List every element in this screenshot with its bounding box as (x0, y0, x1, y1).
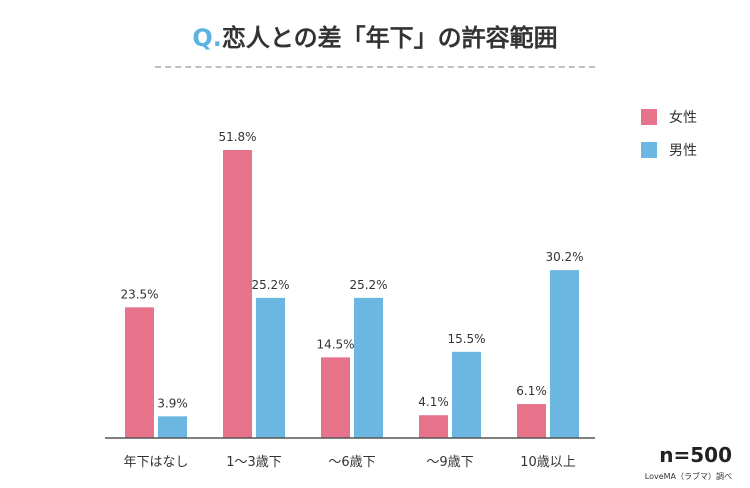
source-note: LoveMA（ラブマ）調べ (644, 472, 732, 481)
bar-female-4 (517, 404, 546, 438)
legend-label-male: 男性 (669, 143, 697, 159)
chart-title: Q.恋人との差「年下」の許容範囲 (0, 18, 750, 53)
x-tick-label-1: 1〜3歳下 (226, 455, 282, 470)
data-label-female-4: 6.1% (516, 384, 547, 398)
legend-swatch-male (641, 142, 657, 158)
bar-male-4 (550, 270, 579, 438)
data-label-female-2: 14.5% (316, 337, 354, 351)
data-label-male-0: 3.9% (157, 396, 188, 410)
x-tick-label-3: 〜9歳下 (426, 455, 473, 470)
bar-female-1 (223, 150, 252, 438)
bar-male-1 (256, 297, 285, 438)
bar-male-2 (354, 297, 383, 438)
legend-item-male: 男性 (641, 140, 697, 160)
legend-item-female: 女性 (641, 107, 697, 127)
bar-female-0 (125, 307, 154, 438)
x-tick-label-0: 年下はなし (123, 455, 188, 470)
legend-swatch-female (641, 109, 657, 125)
title-text: 恋人との差「年下」の許容範囲 (221, 24, 558, 52)
bar-male-0 (158, 416, 187, 438)
title-prefix: Q. (192, 24, 222, 52)
data-label-female-3: 4.1% (418, 395, 449, 409)
bar-female-3 (419, 415, 448, 438)
x-tick-label-2: 〜6歳下 (328, 455, 375, 470)
data-label-female-1: 51.8% (218, 130, 256, 144)
sample-size: n=500 (659, 443, 732, 467)
data-label-female-0: 23.5% (120, 287, 158, 301)
data-label-male-2: 25.2% (349, 278, 387, 292)
bar-male-3 (452, 351, 481, 438)
legend-label-female: 女性 (669, 110, 697, 126)
data-label-male-4: 30.2% (545, 250, 583, 264)
x-tick-label-4: 10歳以上 (520, 455, 576, 470)
data-label-male-3: 15.5% (447, 332, 485, 346)
bar-female-2 (321, 357, 350, 438)
title-divider (155, 66, 595, 68)
data-label-male-1: 25.2% (251, 278, 289, 292)
